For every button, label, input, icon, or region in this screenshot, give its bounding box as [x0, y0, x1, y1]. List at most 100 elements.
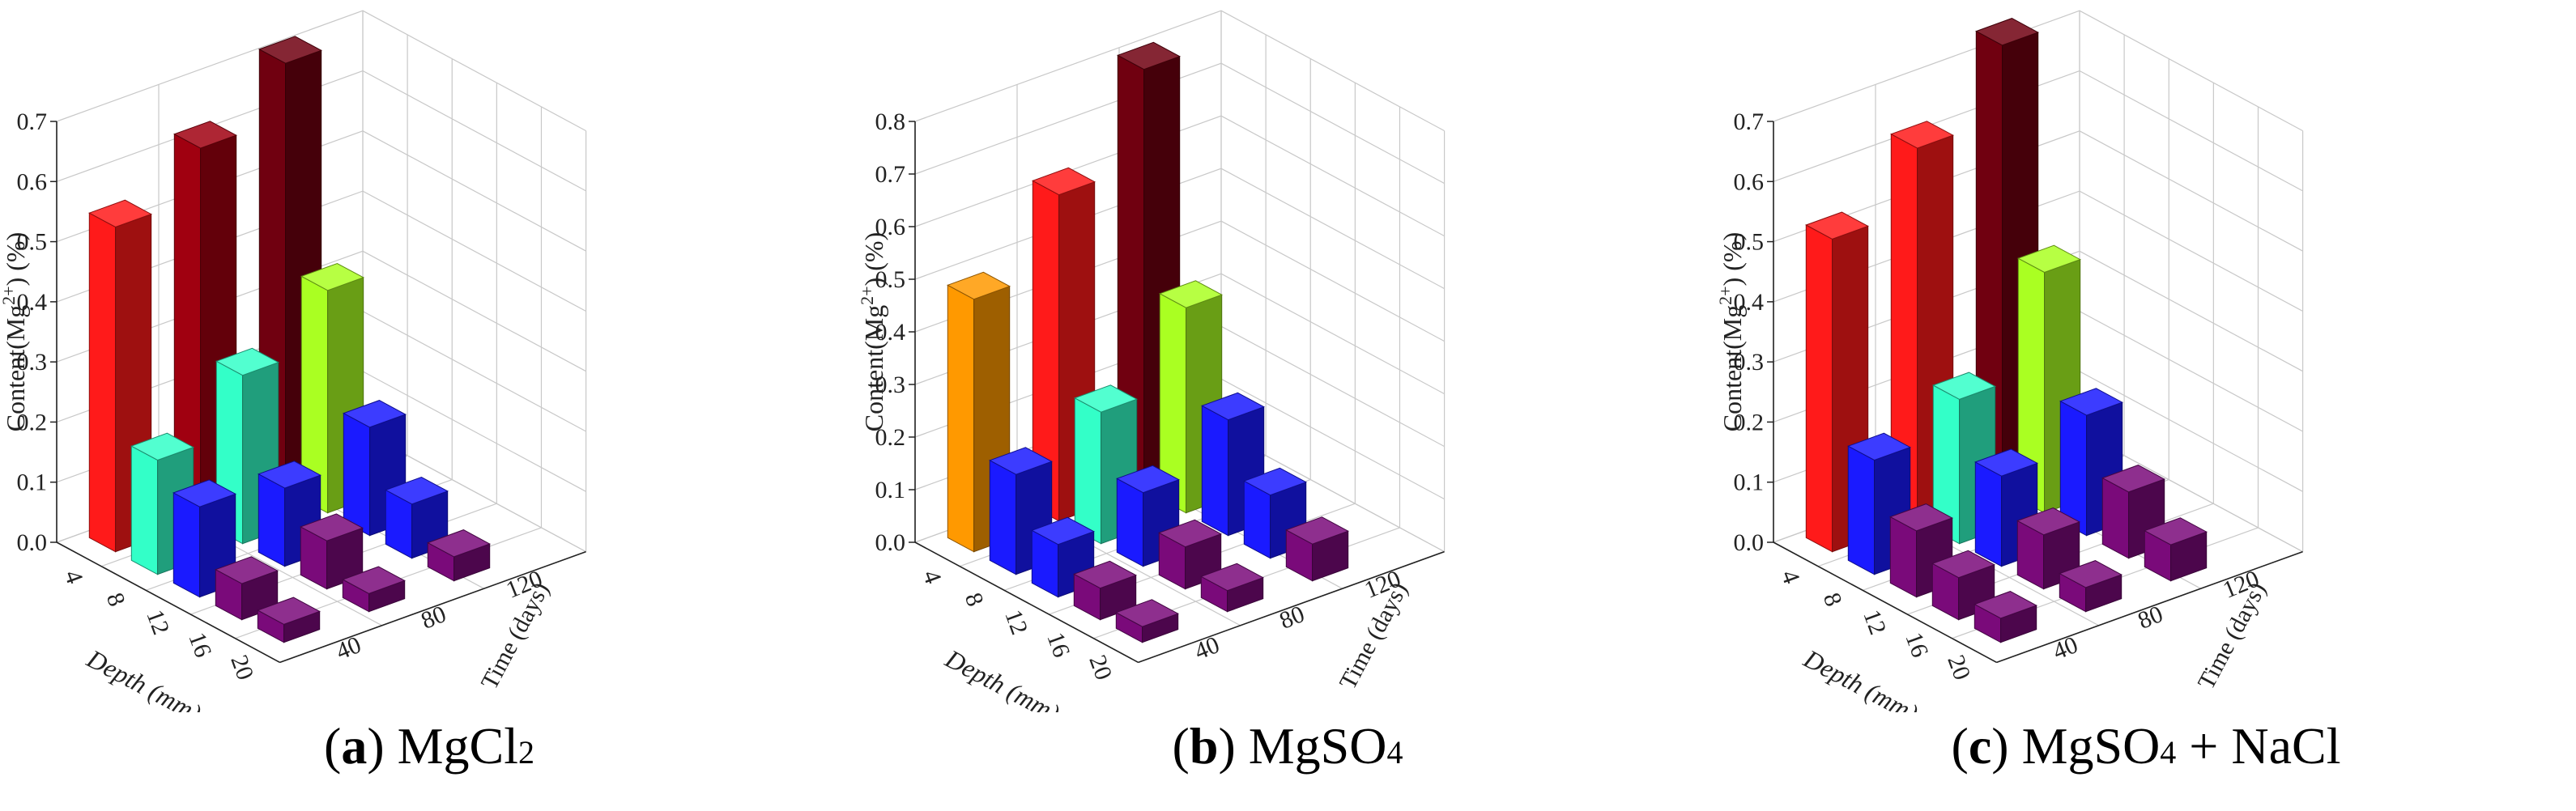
bar: [258, 461, 321, 567]
bar-top: [427, 529, 491, 558]
bar-top: [88, 199, 152, 228]
y-axis-title-sup: 2+: [858, 286, 877, 304]
y-tick-label: 0.4: [875, 319, 906, 346]
panel-b: 0.0 0.1 0.2 0.3 0.4 0.5 0.6 0.7 0.8 4 8 12 16 20 40 80 1…: [858, 0, 1717, 811]
bar: [1031, 516, 1095, 598]
bar-front: [172, 492, 201, 598]
y-tick-label: 0.0: [1734, 529, 1765, 556]
y-tick-label: 0.3: [1734, 349, 1765, 376]
bar-top: [342, 566, 406, 594]
bar-top: [1116, 465, 1180, 494]
y-axis-title-end: ) (%): [859, 232, 888, 287]
bar-top: [1805, 211, 1869, 240]
bar: [300, 513, 364, 590]
y-tick-label: 0.5: [17, 229, 48, 256]
bar: [130, 432, 194, 575]
panel-a: 0.0 0.1 0.2 0.3 0.4 0.5 0.6 0.7 4 8 12 16 20 40 80 120 D…: [0, 0, 858, 811]
bar-top: [2017, 244, 2081, 274]
y-tick-label: 0.4: [1734, 289, 1765, 316]
depth-axis-line: [1773, 541, 1997, 664]
bar-top: [1158, 519, 1222, 548]
depth-axis-line: [914, 541, 1139, 664]
time-tick-label: 80: [1275, 601, 1308, 635]
bar-front: [947, 284, 975, 553]
y-tick-label: 0.1: [17, 469, 48, 496]
bar-top: [1201, 392, 1265, 421]
time-tick-label: 80: [2134, 601, 2166, 635]
bar: [427, 529, 491, 582]
bar-top: [300, 513, 364, 541]
bars: [1805, 18, 2208, 643]
y-axis-title-end: ) (%): [1, 232, 30, 287]
bar-top: [1074, 384, 1138, 413]
bar-top: [989, 447, 1053, 475]
bar-top: [215, 556, 279, 584]
bar-top: [1159, 280, 1223, 308]
bar-top: [1200, 563, 1264, 592]
bar-front: [130, 445, 159, 575]
y-tick-label: 0.1: [875, 477, 906, 503]
bar-top: [1115, 599, 1179, 627]
plot-area: 0.00.10.20.30.40.50.60.70.84812162040801…: [858, 10, 1446, 712]
y-axis-title: Content(Mg2+) (%): [0, 232, 30, 431]
bar-top: [2016, 507, 2080, 536]
bar-top: [257, 597, 321, 625]
chart-b: 0.00.10.20.30.40.50.60.70.84812162040801…: [858, 10, 1446, 712]
time-tick-label: 40: [332, 631, 364, 665]
depth-tick-label: 8: [960, 589, 989, 609]
depth-axis-line: [56, 541, 280, 664]
caption-b: (b) MgSO4: [1172, 717, 1403, 775]
plot-area: 0.00.10.20.30.40.50.60.7481216204080120D…: [1717, 10, 2304, 712]
depth-tick-label: 20: [1084, 652, 1117, 683]
bars: [947, 41, 1349, 643]
bar-top: [1243, 467, 1307, 496]
axes: [56, 121, 586, 664]
depth-tick-label: 16: [183, 629, 216, 660]
bar-top: [1890, 121, 1954, 149]
bar: [1847, 432, 1911, 575]
depth-tick-label: 12: [999, 606, 1033, 638]
x-axis-title: Depth (mm): [1799, 643, 1923, 712]
bar: [342, 566, 406, 613]
chart-a: 0.00.10.20.30.40.50.60.7481216204080120D…: [0, 10, 587, 712]
time-tick-label: 40: [1190, 631, 1223, 665]
y-axis-title-end: ) (%): [1718, 232, 1747, 287]
bar-top: [2101, 465, 2165, 493]
bar-top: [172, 479, 236, 507]
bar-top: [1932, 372, 1996, 400]
bar-top: [2144, 517, 2208, 546]
y-tick-label: 0.5: [875, 266, 906, 293]
bar-top: [1931, 550, 1995, 579]
y-axis-title-main: Content(Mg: [1, 305, 30, 431]
y-axis-title: Content(Mg2+) (%): [858, 232, 888, 431]
depth-tick-label: 4: [918, 567, 947, 587]
y-axis-title-main: Content(Mg: [859, 305, 888, 431]
bar-front: [1974, 461, 2003, 567]
bar: [1115, 599, 1179, 643]
time-axis-line: [1996, 550, 2303, 664]
bars: [88, 36, 491, 643]
bar-top: [300, 262, 364, 291]
bar: [1285, 516, 1349, 582]
bar-top: [130, 432, 194, 461]
bar-top: [1974, 448, 2038, 477]
y-axis-title-sup: 2+: [0, 286, 19, 304]
bar: [1200, 563, 1264, 613]
y-tick-label: 0.7: [17, 108, 48, 135]
depth-tick-label: 12: [141, 606, 174, 638]
x-axis-title: Depth (mm): [82, 643, 207, 712]
depth-tick-label: 8: [101, 589, 130, 609]
bar-top: [1031, 516, 1095, 546]
y-tick-label: 0.6: [875, 214, 906, 240]
panel-c: 0.0 0.1 0.2 0.3 0.4 0.5 0.6 0.7 4 8 12 16 20 40 80 120 D…: [1717, 0, 2575, 811]
y-tick-label: 0.2: [1734, 409, 1765, 435]
bar-front: [1116, 478, 1144, 567]
bar-front: [989, 459, 1017, 575]
y-tick-label: 0.3: [17, 349, 48, 376]
bar-top: [1974, 591, 2037, 619]
y-tick-label: 0.0: [875, 529, 906, 556]
bar-front: [1201, 405, 1229, 537]
bar-front: [88, 212, 117, 553]
bar: [1159, 280, 1223, 514]
